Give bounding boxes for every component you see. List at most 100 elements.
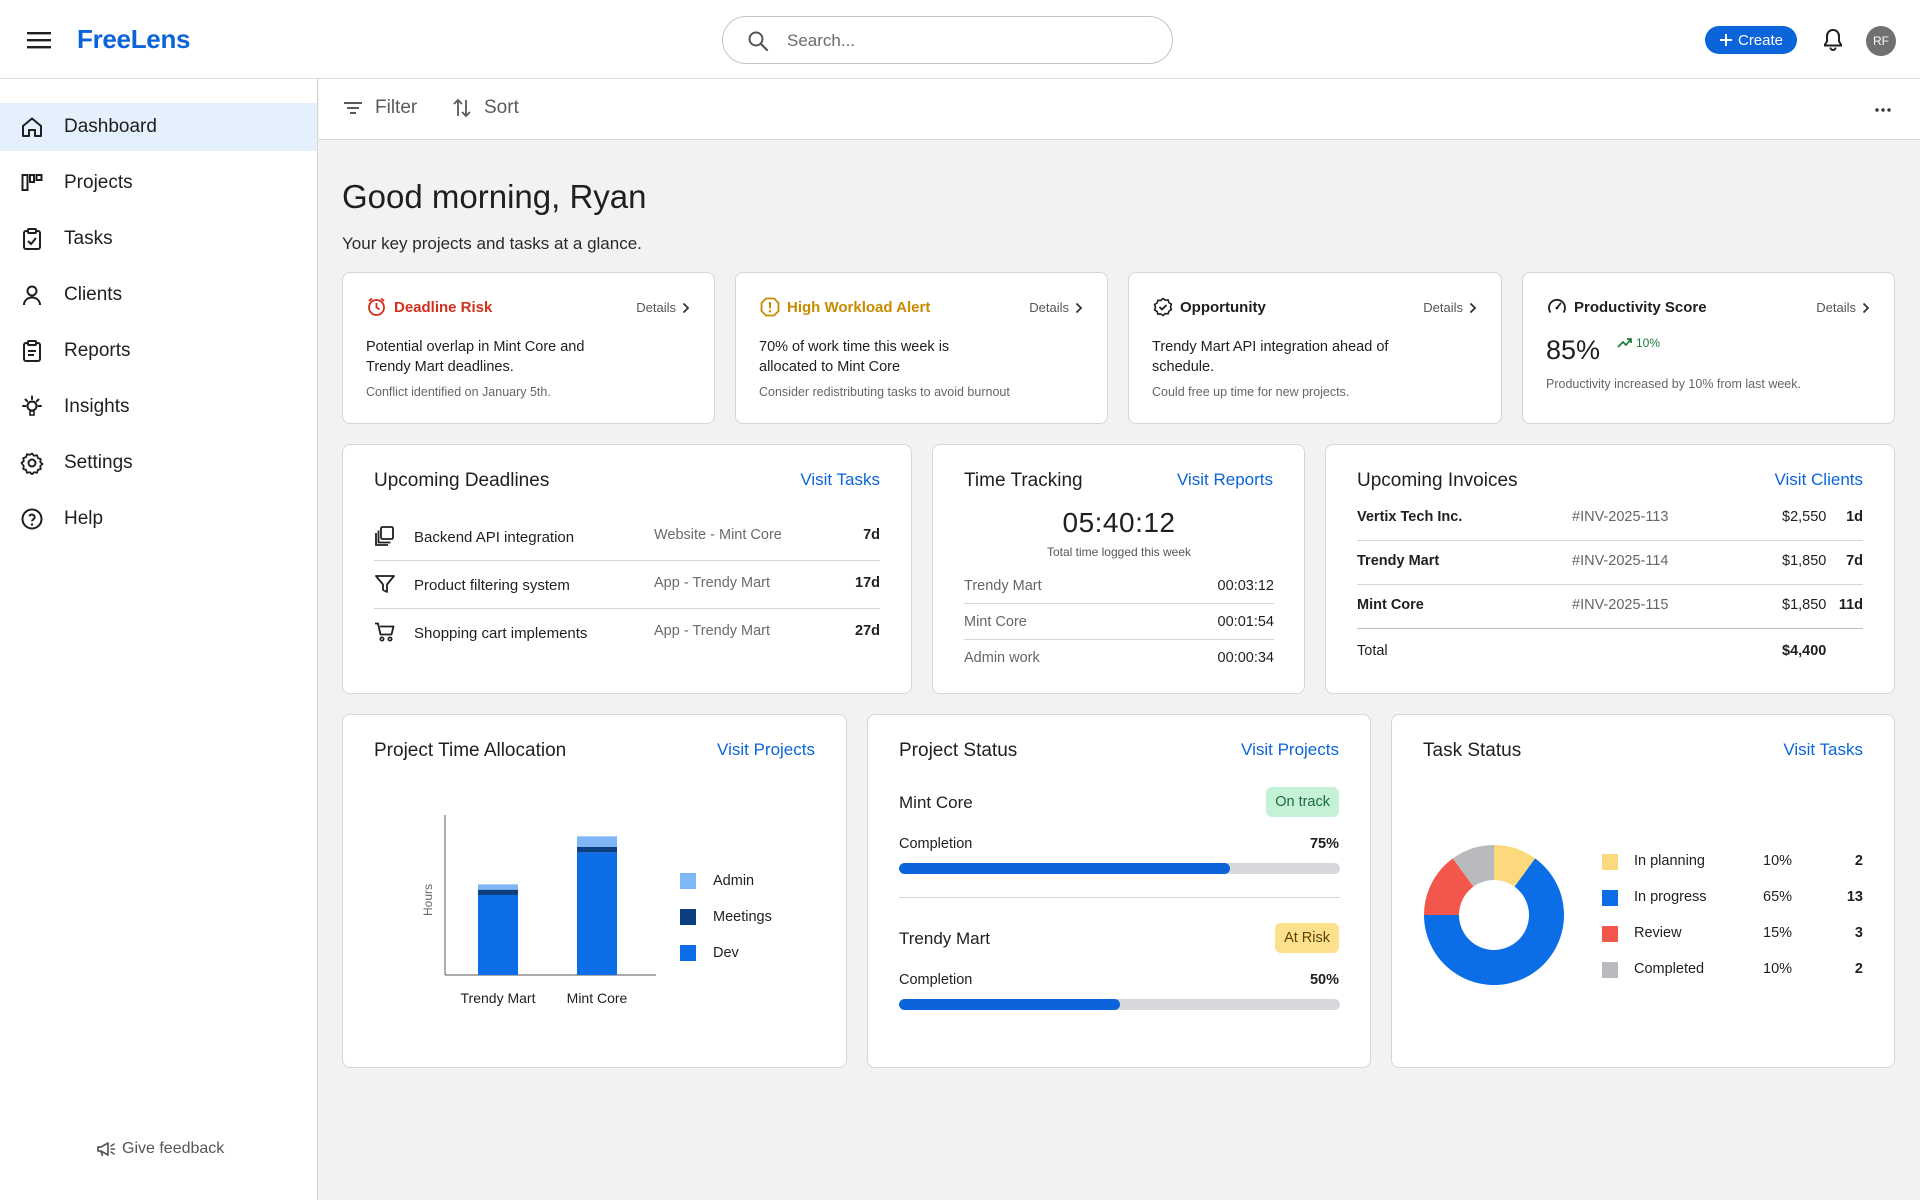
- legend-label: Admin: [713, 873, 755, 889]
- clipboard-icon: [20, 227, 44, 251]
- table-row[interactable]: Vertix Tech Inc. #INV-2025-113 $2,550 1d: [1357, 497, 1863, 541]
- insight-title: Productivity Score: [1547, 297, 1707, 317]
- bell-icon[interactable]: [1822, 28, 1844, 52]
- legend-item: Meetings: [680, 909, 772, 925]
- sidebar-item-label: Dashboard: [64, 116, 157, 137]
- visit-tasks-link[interactable]: Visit Tasks: [1783, 740, 1863, 759]
- deadline-days: 17d: [855, 575, 880, 591]
- table-row[interactable]: Mint Core #INV-2025-115 $1,850 11d: [1357, 585, 1863, 629]
- list-item[interactable]: Backend API integration Website - Mint C…: [374, 513, 880, 561]
- invoice-total-value: $4,400: [1782, 643, 1827, 659]
- sort-label: Sort: [484, 97, 519, 118]
- warning-hexagon-icon: [760, 297, 780, 317]
- sidebar: Dashboard Projects Tasks Clients Reports…: [0, 79, 318, 1200]
- divider: [899, 897, 1340, 898]
- sidebar-item-tasks[interactable]: Tasks: [0, 215, 317, 263]
- avatar[interactable]: RF: [1866, 26, 1896, 56]
- plus-icon: [1719, 33, 1733, 47]
- more-options-icon[interactable]: [1874, 101, 1892, 119]
- progress-bar: [899, 863, 1340, 874]
- productivity-value: 85%: [1546, 335, 1601, 365]
- card-title: Project Time Allocation: [374, 740, 567, 761]
- progress-fill: [899, 999, 1120, 1010]
- chevron-right-icon: [1469, 302, 1477, 314]
- bar-dev-1: [577, 852, 617, 975]
- home-icon: [20, 115, 44, 139]
- completion-label: Completion: [899, 836, 973, 852]
- progress-bar: [899, 999, 1340, 1010]
- details-link[interactable]: Details: [1816, 300, 1870, 315]
- bar-dev-0: [478, 895, 518, 975]
- sidebar-item-reports[interactable]: Reports: [0, 327, 317, 375]
- legend-swatch: [680, 873, 696, 889]
- completion-percent: 50%: [1309, 972, 1339, 988]
- legend-percent: 10%: [1763, 961, 1793, 977]
- table-row[interactable]: Trendy Mart #INV-2025-114 $1,850 7d: [1357, 541, 1863, 585]
- sidebar-item-label: Projects: [64, 172, 133, 193]
- insight-note: Conflict identified on January 5th.: [366, 385, 551, 399]
- visit-clients-link[interactable]: Visit Clients: [1774, 470, 1864, 489]
- filter-icon: [343, 98, 363, 118]
- lightbulb-icon: [20, 395, 44, 419]
- create-button[interactable]: Create: [1705, 26, 1797, 54]
- search-input[interactable]: [787, 27, 1147, 55]
- progress-fill: [899, 863, 1230, 874]
- legend-percent: 65%: [1763, 889, 1793, 905]
- sort-button[interactable]: Sort: [452, 97, 519, 119]
- projects-icon: [20, 171, 44, 195]
- table-row: Mint Core 00:01:54: [964, 604, 1274, 640]
- visit-tasks-link[interactable]: Visit Tasks: [800, 470, 880, 489]
- insight-text: Trendy Mart API integration ahead of sch…: [1152, 339, 1389, 375]
- sidebar-item-projects[interactable]: Projects: [0, 159, 317, 207]
- sidebar-item-label: Settings: [64, 452, 133, 473]
- list-item[interactable]: Shopping cart implements App - Trendy Ma…: [374, 609, 880, 657]
- chevron-right-icon: [1075, 302, 1083, 314]
- visit-projects-link[interactable]: Visit Projects: [1241, 740, 1339, 759]
- card-title: Time Tracking: [964, 470, 1083, 491]
- sidebar-item-settings[interactable]: Settings: [0, 439, 317, 487]
- layers-icon: [374, 525, 396, 547]
- legend-count: 2: [1854, 961, 1863, 977]
- insight-title: Opportunity: [1153, 297, 1266, 317]
- completion-label: Completion: [899, 972, 973, 988]
- details-link[interactable]: Details: [636, 300, 690, 315]
- speedometer-icon: [1547, 297, 1567, 317]
- details-link[interactable]: Details: [1423, 300, 1477, 315]
- chevron-right-icon: [682, 302, 690, 314]
- sidebar-item-label: Clients: [64, 284, 123, 305]
- table-row: Admin work 00:00:34: [964, 650, 1274, 666]
- legend-swatch: [1602, 890, 1618, 906]
- sidebar-item-help[interactable]: Help: [0, 495, 317, 543]
- list-item[interactable]: Product filtering system App - Trendy Ma…: [374, 561, 880, 609]
- visit-projects-link[interactable]: Visit Projects: [717, 740, 815, 759]
- filter-button[interactable]: Filter: [343, 97, 417, 119]
- sidebar-item-label: Help: [64, 508, 104, 529]
- visit-reports-link[interactable]: Visit Reports: [1176, 470, 1273, 489]
- legend-item: Dev: [680, 945, 739, 961]
- insight-title: High Workload Alert: [760, 297, 930, 317]
- card-title: Task Status: [1423, 740, 1522, 761]
- search-icon: [747, 30, 769, 52]
- deadline-name: Backend API integration: [414, 529, 575, 546]
- details-link[interactable]: Details: [1029, 300, 1083, 315]
- sidebar-item-label: Reports: [64, 340, 131, 361]
- search-box[interactable]: [722, 16, 1173, 64]
- app-logo[interactable]: FreeLens: [77, 24, 191, 54]
- bar-admin-0: [478, 884, 518, 890]
- give-feedback-button[interactable]: Give feedback: [96, 1140, 224, 1158]
- megaphone-icon: [96, 1140, 116, 1158]
- legend-label: Dev: [713, 945, 739, 961]
- top-bar: FreeLens Create RF: [0, 0, 1920, 79]
- insight-note: Consider redistributing tasks to avoid b…: [759, 385, 1010, 399]
- x-tick-label: Mint Core: [567, 990, 628, 1006]
- deadline-project: App - Trendy Mart: [654, 623, 771, 639]
- card-title: Project Status: [899, 740, 1018, 761]
- donut-slice-1: [1424, 858, 1564, 985]
- insight-card-deadline-risk: Deadline Risk Details Potential overlap …: [342, 272, 715, 424]
- sidebar-item-clients[interactable]: Clients: [0, 271, 317, 319]
- sidebar-item-dashboard[interactable]: Dashboard: [0, 103, 317, 151]
- bar-meetings-1: [577, 847, 617, 853]
- sidebar-item-insights[interactable]: Insights: [0, 383, 317, 431]
- menu-icon[interactable]: [26, 27, 52, 53]
- legend-label: In planning: [1634, 853, 1705, 869]
